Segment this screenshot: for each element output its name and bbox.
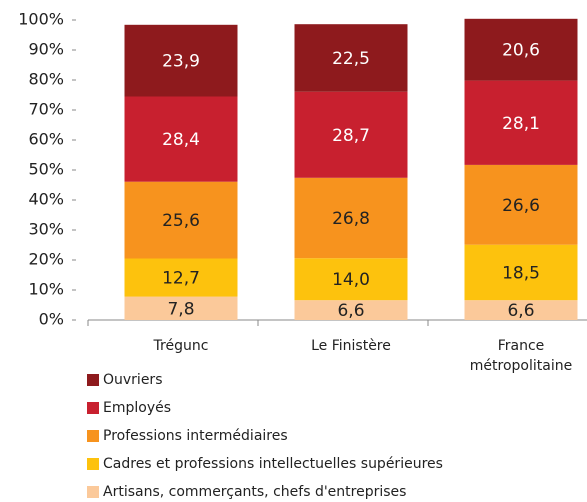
- legend-swatch: [87, 486, 99, 498]
- value-label: 23,9: [162, 52, 200, 72]
- x-tick-label: France métropolitaine: [469, 338, 573, 374]
- x-tick-label: Le Finistère: [311, 338, 391, 354]
- y-tick-label: 0%: [39, 310, 64, 329]
- legend-label: Artisans, commerçants, chefs d'entrepris…: [103, 484, 406, 500]
- value-label: 12,7: [162, 269, 200, 289]
- value-label: 6,6: [507, 301, 534, 321]
- value-label: 6,6: [337, 301, 364, 321]
- x-tick-label: Trégunc: [153, 338, 209, 354]
- y-tick-label: 80%: [28, 70, 64, 89]
- y-tick-label: 70%: [28, 100, 64, 119]
- value-label: 22,5: [332, 49, 370, 69]
- y-tick-label: 10%: [28, 280, 64, 299]
- bar-segment: [124, 296, 238, 320]
- legend-label: Cadres et professions intellectuelles su…: [103, 456, 443, 472]
- legend-swatch: [87, 430, 99, 442]
- value-label: 7,8: [167, 299, 194, 319]
- bar-segment: [124, 96, 238, 182]
- legend-label: Professions intermédiaires: [103, 428, 288, 444]
- legend-label: Employés: [103, 400, 171, 416]
- value-label: 28,1: [502, 114, 540, 134]
- bar-segment: [294, 300, 408, 320]
- y-tick-label: 90%: [28, 40, 64, 59]
- bar-segment: [464, 164, 578, 245]
- y-tick-label: 20%: [28, 250, 64, 269]
- value-label: 26,6: [502, 196, 540, 216]
- y-tick-label: 30%: [28, 220, 64, 239]
- bar-segment: [294, 24, 408, 92]
- y-tick-label: 100%: [18, 10, 64, 29]
- bar-segment: [464, 300, 578, 320]
- value-label: 28,7: [332, 126, 370, 146]
- value-label: 14,0: [332, 270, 370, 290]
- legend-label: Ouvriers: [103, 372, 163, 388]
- bar-segment: [294, 91, 408, 178]
- value-label: 25,6: [162, 211, 200, 231]
- value-label: 26,8: [332, 209, 370, 229]
- bar-segment: [294, 177, 408, 259]
- y-tick-label: 50%: [28, 160, 64, 179]
- y-tick-label: 60%: [28, 130, 64, 149]
- bar-segment: [124, 181, 238, 259]
- bar-segment: [464, 244, 578, 301]
- value-label: 28,4: [162, 130, 200, 150]
- legend-swatch: [87, 374, 99, 386]
- bar-segment: [124, 258, 238, 297]
- bar-segment: [124, 24, 238, 97]
- y-tick-label: 40%: [28, 190, 64, 209]
- bar-segment: [464, 80, 578, 165]
- value-label: 20,6: [502, 41, 540, 61]
- legend-swatch: [87, 458, 99, 470]
- legend-swatch: [87, 402, 99, 414]
- bar-segment: [464, 18, 578, 81]
- bar-segment: [294, 258, 408, 301]
- value-label: 18,5: [502, 263, 540, 283]
